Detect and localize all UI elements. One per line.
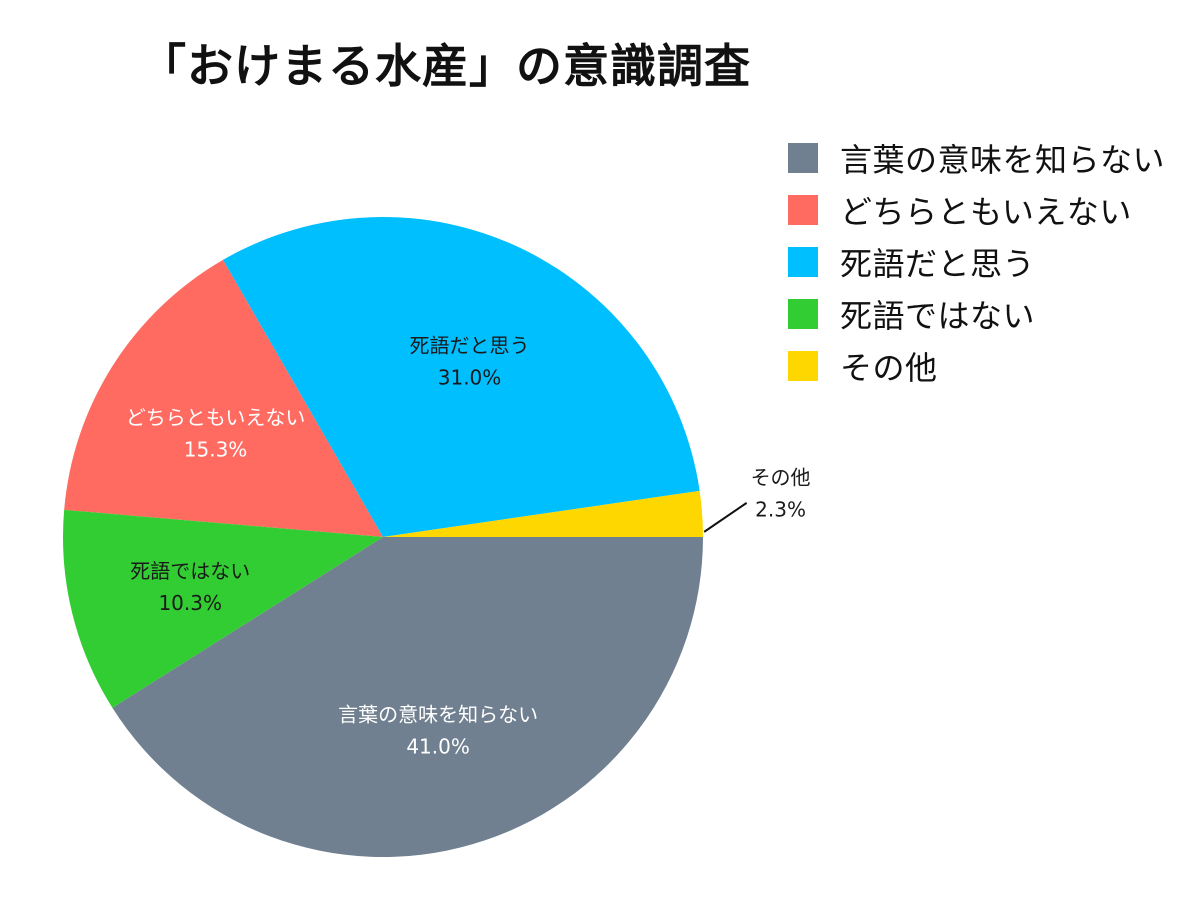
legend-swatch [788, 351, 818, 381]
slice-label: 死語だと思う [410, 333, 530, 357]
slice-label: 死語ではない [130, 559, 250, 583]
legend-item: その他 [788, 340, 1193, 392]
chart-legend: 言葉の意味を知らない どちらともいえない 死語だと思う 死語ではない その他 [788, 132, 1193, 392]
chart-title: 「おけまる水産」の意識調査 [140, 39, 751, 93]
legend-item: 死語だと思う [788, 236, 1193, 288]
legend-swatch [788, 143, 818, 173]
pie-slice [62, 509, 383, 708]
slice-value-label: 2.3% [755, 498, 806, 522]
legend-label: どちらともいえない [840, 193, 1132, 231]
legend-swatch [788, 195, 818, 225]
legend-swatch [788, 247, 818, 277]
legend-label: 言葉の意味を知らない [840, 141, 1166, 179]
slice-leader-line [703, 502, 748, 533]
slice-label: その他 [751, 466, 811, 490]
slice-label: どちらともいえない [126, 406, 306, 430]
legend-label: 死語ではない [840, 297, 1036, 335]
legend-item: 言葉の意味を知らない [788, 132, 1193, 184]
legend-item: どちらともいえない [788, 184, 1193, 236]
pie-slice [112, 537, 704, 857]
slice-value-label: 10.3% [158, 591, 222, 615]
slice-value-label: 31.0% [438, 365, 502, 389]
slice-value-label: 41.0% [406, 735, 470, 759]
legend-swatch [788, 299, 818, 329]
pie-slice [383, 490, 703, 537]
legend-label: その他 [840, 349, 938, 387]
slice-value-label: 15.3% [184, 438, 248, 462]
pie-slice [223, 217, 700, 537]
legend-item: 死語ではない [788, 288, 1193, 340]
slice-label: 言葉の意味を知らない [338, 703, 538, 727]
pie-slice [64, 259, 383, 537]
legend-label: 死語だと思う [840, 245, 1036, 283]
